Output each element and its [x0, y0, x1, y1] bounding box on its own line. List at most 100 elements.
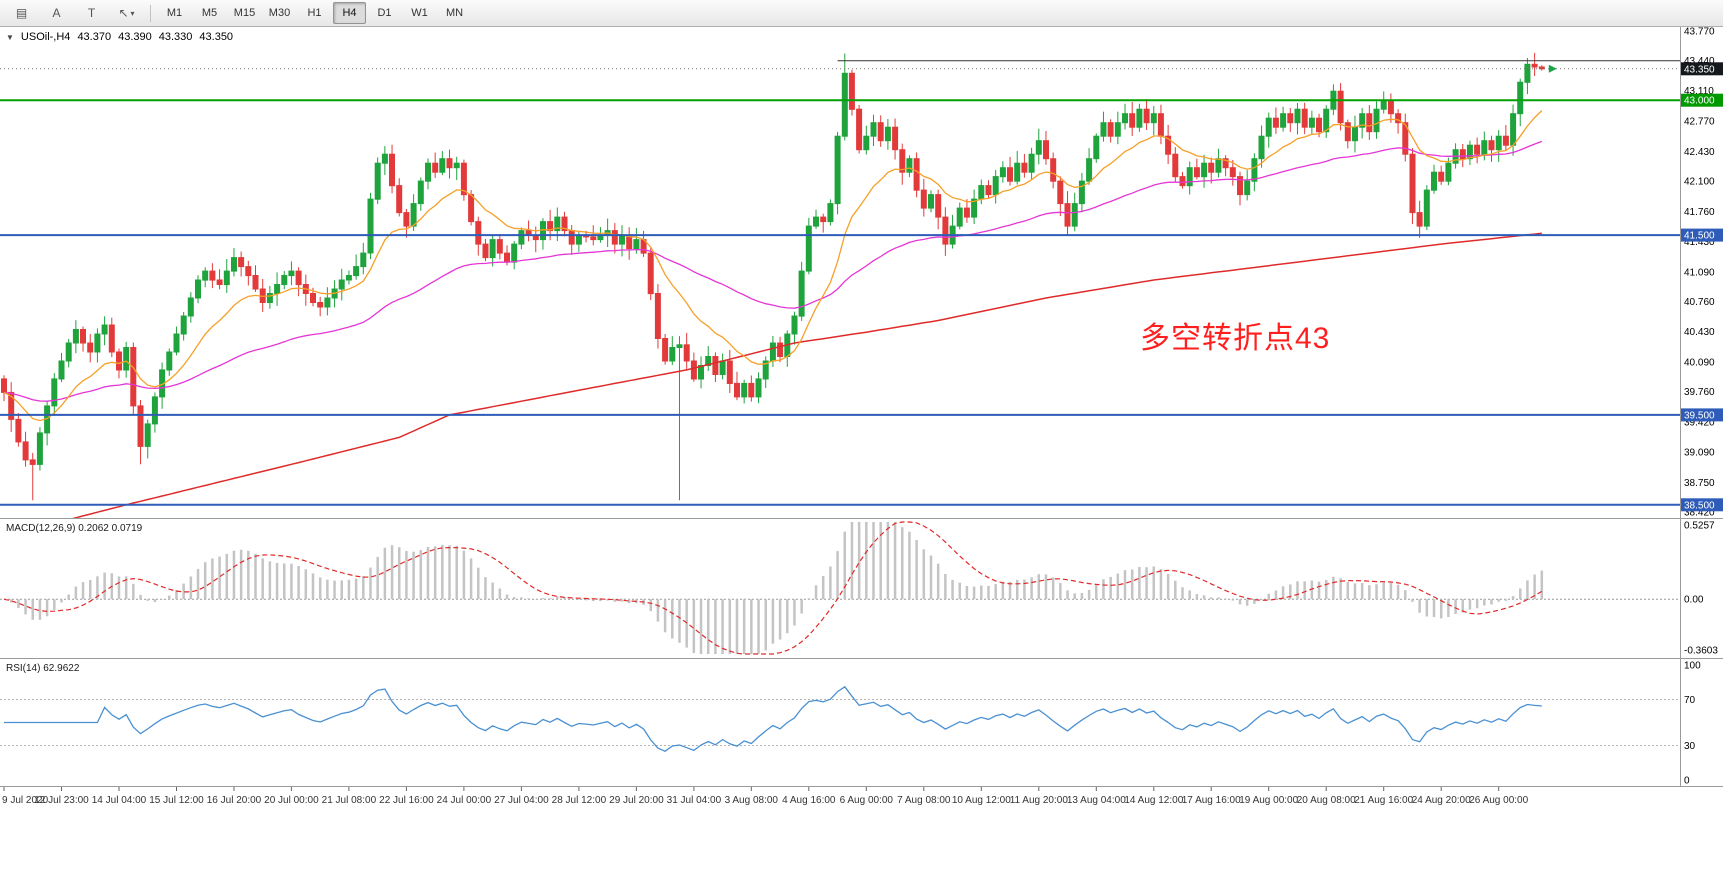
- candle-body: [245, 266, 252, 277]
- time-axis-label: 21 Aug 16:00: [1354, 795, 1413, 806]
- macd-axis-label: -0.3603: [1684, 646, 1718, 657]
- macd-panel[interactable]: 0.5257 0.00 -0.3603: [0, 519, 1723, 659]
- candle-body: [324, 297, 331, 308]
- candle-body: [769, 342, 776, 362]
- candle-body: [1366, 113, 1373, 133]
- candle-body: [928, 194, 934, 209]
- time-axis-label: 26 Aug 00:00: [1469, 795, 1528, 806]
- candle-body: [1316, 117, 1322, 133]
- candle-body: [511, 243, 518, 263]
- text-frame-tool[interactable]: T: [87, 6, 96, 20]
- chart-list-icon[interactable]: ▤: [15, 6, 28, 20]
- candle-body: [202, 270, 209, 281]
- candle-body: [1502, 135, 1509, 146]
- rsi-canvas: 100 70 30 0: [0, 661, 1701, 787]
- time-axis-label: 24 Jul 00:00: [437, 795, 492, 806]
- candle-body: [561, 216, 568, 232]
- last-price-marker: [1548, 64, 1557, 73]
- time-axis-label: 12 Jul 23:00: [34, 795, 89, 806]
- timeframe-button-m1[interactable]: M1: [166, 7, 183, 19]
- text-annotation-tool[interactable]: A: [52, 6, 61, 20]
- candle-body: [1495, 135, 1502, 151]
- candle-body: [425, 162, 431, 182]
- main-chart-panel[interactable]: 43.770 43.440 43.110 42.770 42.430 42.100 41.7…: [0, 27, 1723, 519]
- candle-body: [1057, 180, 1064, 205]
- candle-body: [1466, 144, 1473, 160]
- macd-indicator-label: MACD(12,26,9) 0.2062 0.0719: [6, 523, 143, 534]
- price-axis-label: 41.760: [1684, 207, 1715, 218]
- rsi-panel[interactable]: 100 70 30 0: [0, 659, 1723, 787]
- candle-body: [1337, 90, 1344, 124]
- candle-body: [1150, 113, 1157, 124]
- timeframe-button-h1[interactable]: H1: [307, 7, 322, 19]
- time-axis-label: 16 Jul 20:00: [207, 795, 262, 806]
- candle-body: [22, 441, 29, 461]
- candle-body: [647, 252, 654, 295]
- time-axis-label: 9 Jul 2020: [2, 795, 49, 806]
- candle-body: [856, 108, 863, 151]
- candle-body: [1409, 153, 1416, 214]
- time-axis-label: 27 Jul 04:00: [494, 795, 549, 806]
- macd-signal-line: [3, 521, 1543, 655]
- candle-body: [1143, 108, 1150, 124]
- candle-body: [985, 185, 992, 196]
- rsi-axis-label: 0: [1684, 776, 1690, 787]
- price-tag-label: 38.500: [1684, 500, 1715, 511]
- candle-body: [1431, 171, 1437, 191]
- candle-body: [475, 221, 482, 245]
- candle-body: [654, 293, 661, 339]
- candle-body: [116, 351, 122, 371]
- candle-body: [662, 338, 669, 362]
- price-tag-38.500: [1681, 498, 1723, 512]
- candle-body: [554, 216, 561, 232]
- main-chart-canvas[interactable]: 43.770 43.440 43.110 42.770 42.430 42.100 41.7…: [0, 27, 1723, 518]
- price-axis[interactable]: [1680, 27, 1723, 787]
- collapse-chart-icon[interactable]: ▼: [6, 33, 14, 42]
- ohlc-high: 43.390: [118, 31, 152, 43]
- candle-body: [1007, 167, 1013, 182]
- price-tag-39.500: [1681, 408, 1723, 422]
- time-axis-label: 28 Jul 12:00: [552, 795, 607, 806]
- candle-body: [87, 342, 94, 353]
- candle-body: [15, 418, 22, 443]
- time-axis-label: 10 Aug 12:00: [952, 795, 1011, 806]
- timeframe-button-m5[interactable]: M5: [201, 7, 218, 19]
- timeframe-button-mn[interactable]: MN: [445, 7, 464, 19]
- candle-body: [676, 344, 683, 348]
- candle-body: [1265, 117, 1272, 137]
- price-tag-label: 41.500: [1684, 231, 1715, 242]
- timeframe-button-d1[interactable]: D1: [377, 7, 392, 19]
- candle-body: [345, 275, 352, 281]
- candle-body: [1251, 158, 1258, 182]
- time-axis-label: 20 Aug 08:00: [1297, 795, 1356, 806]
- candle-body: [403, 212, 410, 227]
- candle-body: [1416, 212, 1423, 227]
- candle-body: [482, 243, 489, 259]
- timeframe-button-h4[interactable]: H4: [333, 2, 366, 24]
- macd-canvas: 0.5257 0.00 -0.3603: [0, 521, 1718, 657]
- timeframe-button-m15[interactable]: M15: [233, 7, 256, 19]
- price-axis-label: 41.090: [1684, 267, 1715, 278]
- price-axis-label: 39.760: [1684, 387, 1715, 398]
- candle-body: [1524, 63, 1531, 83]
- candle-body: [568, 230, 575, 245]
- candle-body: [999, 167, 1006, 178]
- rsi-indicator-label: RSI(14) 62.9622: [6, 663, 80, 674]
- timeframe-button-w1[interactable]: W1: [411, 7, 428, 19]
- price-tag-label: 39.500: [1684, 410, 1715, 421]
- price-tag-43.000: [1681, 93, 1723, 107]
- candle-body: [460, 162, 467, 196]
- timeframe-button-m30[interactable]: M30: [268, 7, 291, 19]
- candle-body: [755, 378, 762, 398]
- candle-body: [1237, 176, 1243, 196]
- time-axis-label: 7 Aug 08:00: [897, 795, 951, 806]
- candle-body: [1179, 176, 1186, 187]
- time-axis-label: 15 Jul 12:00: [149, 795, 204, 806]
- candle-body: [1122, 113, 1128, 124]
- price-axis-label: 38.420: [1684, 508, 1715, 519]
- time-axis-panel[interactable]: 9 Jul 2020 12 Jul 23:00 14 Jul 04:00 15 Jul…: [0, 787, 1723, 894]
- candle-body: [518, 230, 525, 245]
- cursor-tool[interactable]: ↖ ▾: [118, 6, 135, 20]
- ohlc-open: 43.370: [77, 31, 112, 43]
- candle-body: [489, 239, 496, 259]
